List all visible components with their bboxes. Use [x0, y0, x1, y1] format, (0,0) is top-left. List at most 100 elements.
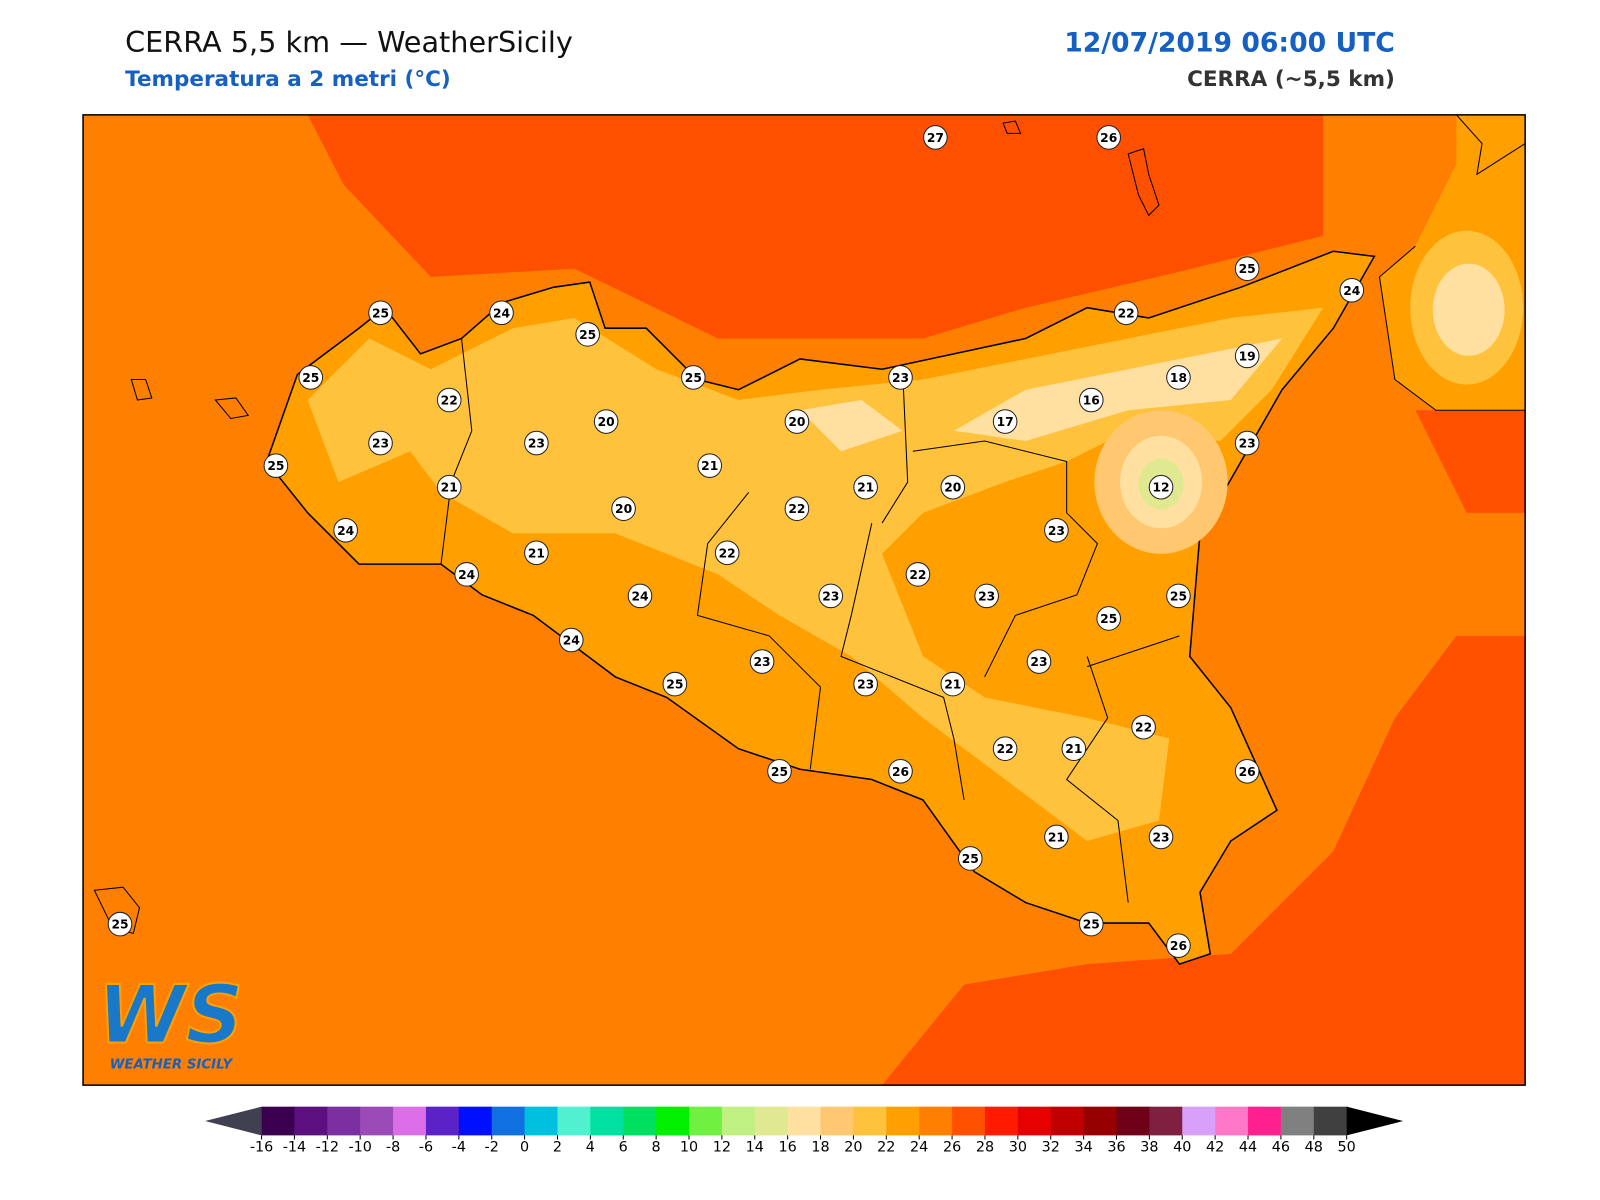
- station-marker: [1044, 824, 1069, 850]
- colorbar-swatch: [458, 1106, 493, 1136]
- station-value: 26: [1170, 939, 1187, 953]
- station: 25: [1166, 583, 1191, 609]
- station-marker: [1131, 714, 1156, 740]
- station-value: 22: [1118, 306, 1135, 320]
- coastline: [1378, 245, 1526, 411]
- station-value: 25: [666, 678, 683, 692]
- station-marker: [1096, 125, 1122, 150]
- colorbar-tick-label: 0: [520, 1140, 529, 1156]
- station-value: 22: [719, 546, 736, 560]
- station-marker: [1061, 736, 1087, 762]
- colorbar-tick-label: 36: [1107, 1140, 1125, 1156]
- station: 25: [681, 365, 706, 390]
- colorbar-tick-label: 46: [1272, 1140, 1290, 1156]
- island: [1002, 120, 1022, 134]
- colorbar-swatch: [491, 1106, 526, 1136]
- station: 23: [1234, 430, 1260, 456]
- station-marker: [1166, 583, 1191, 609]
- station-marker: [697, 453, 723, 478]
- station-marker: [749, 649, 775, 674]
- colorbar-swatch: [294, 1106, 328, 1136]
- station-marker: [107, 911, 133, 937]
- title: CERRA 5,5 km — WeatherSicily: [125, 25, 573, 59]
- colorbar-swatch: [557, 1106, 591, 1136]
- colorbar-tick-label: -14: [283, 1140, 306, 1156]
- colorbar-swatch: [425, 1106, 460, 1136]
- station: 12: [1148, 474, 1174, 500]
- colorbar-swatch: [754, 1106, 789, 1136]
- colorbar-swatch: [393, 1106, 427, 1136]
- colorbar-swatch: [1182, 1106, 1216, 1136]
- station-marker: [1096, 606, 1122, 631]
- colorbar-swatch: [1116, 1106, 1150, 1136]
- colorbar-swatch: [1248, 1106, 1282, 1136]
- field-patch: [953, 338, 1283, 442]
- station: 20: [593, 409, 619, 434]
- station-value: 23: [753, 655, 770, 669]
- station-value: 12: [1152, 481, 1169, 495]
- colorbar-tick-label: 38: [1140, 1140, 1158, 1156]
- colorbar-tick-label: 48: [1305, 1140, 1323, 1156]
- station: 21: [940, 671, 966, 697]
- colorbar-swatch: [853, 1106, 887, 1136]
- station: 25: [298, 365, 324, 390]
- station-marker: [436, 387, 462, 413]
- station-value: 21: [944, 678, 961, 692]
- station-value: 24: [631, 589, 648, 603]
- station-marker: [1166, 365, 1191, 390]
- station-marker: [1166, 933, 1191, 958]
- colorbar-tick-label: 4: [586, 1140, 595, 1156]
- station: 21: [1061, 736, 1087, 762]
- station-value: 25: [267, 459, 284, 473]
- colorbar-tick-label: -12: [316, 1140, 339, 1156]
- station-value: 25: [1170, 589, 1187, 603]
- colorbar-tick-label: 6: [619, 1140, 628, 1156]
- colorbar-tick-label: 2: [553, 1140, 562, 1156]
- station-value: 21: [528, 546, 545, 560]
- station-value: 21: [1065, 742, 1082, 756]
- colorbar-swatch: [689, 1106, 723, 1136]
- station-value: 25: [372, 306, 389, 320]
- station-marker: [1234, 758, 1260, 784]
- colorbar-tick-label: 30: [1009, 1140, 1027, 1156]
- station-marker: [558, 627, 584, 653]
- station: 16: [1078, 387, 1104, 413]
- station-value: 23: [372, 437, 389, 451]
- colorbar-tick-label: 10: [680, 1140, 698, 1156]
- colorbar-tick-label: 40: [1173, 1140, 1191, 1156]
- field-patch: [307, 307, 1324, 842]
- warm-zone: [83, 114, 1324, 339]
- map: [82, 114, 1526, 1086]
- station-marker: [454, 562, 479, 587]
- station-marker: [818, 583, 844, 609]
- station-value: 23: [1030, 655, 1047, 669]
- station-value: 25: [579, 328, 596, 342]
- colorbar-tick-label: 42: [1206, 1140, 1224, 1156]
- station: 20: [784, 409, 810, 434]
- colorbar-tick-label: 34: [1074, 1140, 1092, 1156]
- station-marker: [888, 758, 913, 784]
- province-border: [440, 338, 1180, 903]
- station: 26: [1096, 125, 1122, 150]
- station-value: 18: [1170, 371, 1187, 385]
- colorbar-tick-label: 8: [652, 1140, 661, 1156]
- station: 24: [489, 300, 514, 326]
- colorbar-swatch: [261, 1106, 295, 1136]
- station: 22: [905, 562, 931, 587]
- colorbar-swatch: [524, 1106, 558, 1136]
- station-value: 23: [978, 589, 995, 603]
- station-marker: [974, 583, 999, 609]
- station: 25: [662, 671, 688, 697]
- station: 24: [1339, 277, 1365, 303]
- colorbar-swatch: [1313, 1106, 1348, 1136]
- station-value: 24: [563, 634, 580, 648]
- station: 27: [923, 125, 948, 150]
- station-value: 25: [111, 918, 128, 932]
- station-marker: [263, 453, 289, 478]
- station-marker: [368, 300, 393, 326]
- station-value: 22: [909, 568, 926, 582]
- colorbar-tick-label: -6: [419, 1140, 433, 1156]
- station-value: 20: [944, 481, 961, 495]
- station-value: 17: [997, 415, 1014, 429]
- map-frame: [82, 114, 1526, 1086]
